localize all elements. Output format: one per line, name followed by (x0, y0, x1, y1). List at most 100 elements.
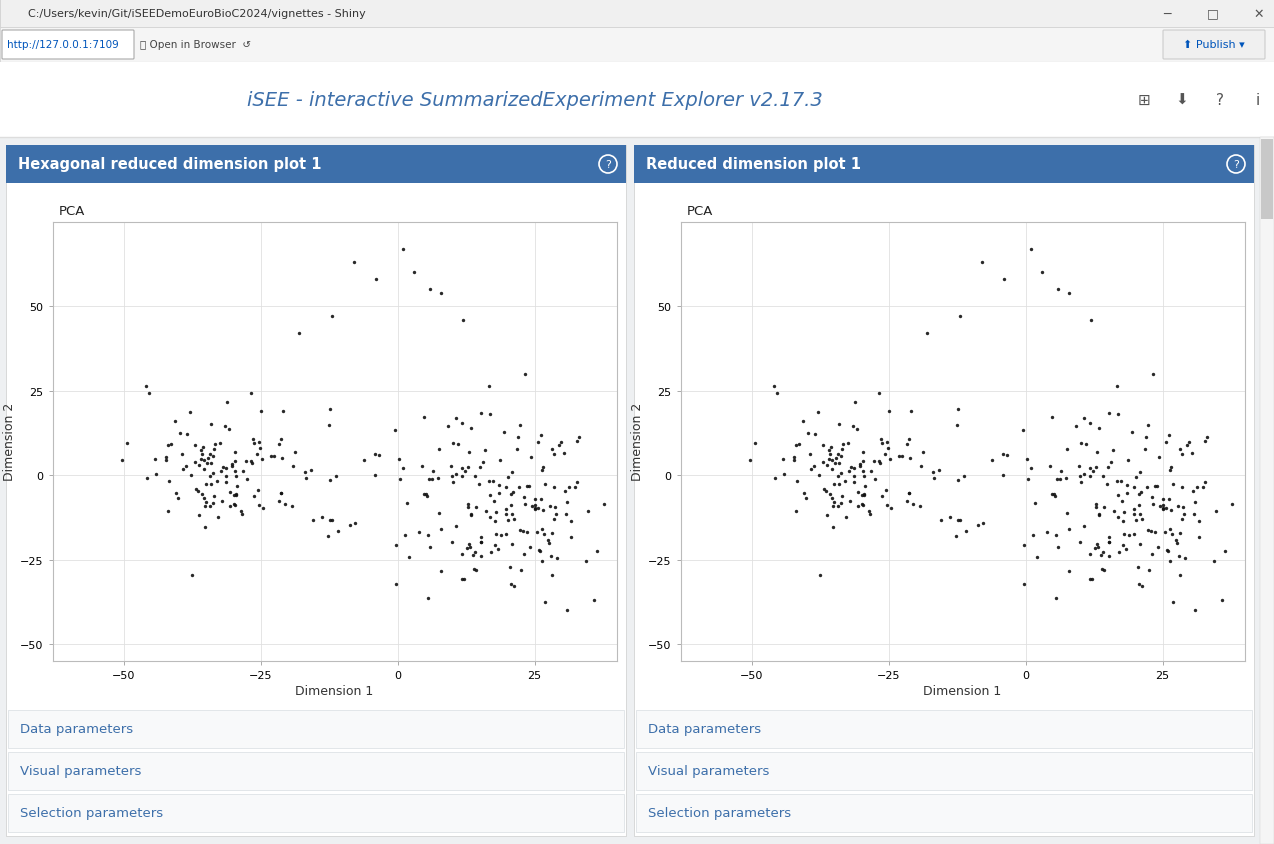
Point (1059, 565, 1079, 578)
Point (837, 437, 857, 451)
Point (243, 433, 264, 446)
Point (1037, 526, 1057, 539)
Point (1089, 422, 1110, 436)
Point (864, 455, 884, 468)
Point (211, 495, 232, 508)
Point (428, 442, 448, 456)
Point (1162, 477, 1182, 490)
Point (805, 427, 826, 441)
Point (953, 470, 973, 484)
Point (828, 469, 848, 483)
Point (203, 467, 223, 480)
Point (1113, 539, 1134, 553)
Point (340, 518, 361, 532)
Text: PCA: PCA (687, 205, 713, 218)
Point (177, 427, 197, 441)
Point (497, 503, 517, 517)
Point (854, 489, 874, 502)
Point (219, 422, 240, 436)
Point (1056, 442, 1077, 456)
Point (155, 454, 176, 468)
Point (225, 446, 246, 460)
Point (414, 411, 434, 425)
Point (475, 444, 496, 457)
Point (510, 524, 530, 538)
Point (801, 463, 822, 477)
Point (544, 513, 564, 527)
Point (498, 471, 519, 484)
Point (903, 497, 924, 511)
Point (1121, 425, 1142, 439)
Point (1089, 507, 1110, 521)
Point (466, 501, 487, 515)
Point (275, 497, 296, 511)
Point (948, 403, 968, 416)
Point (544, 448, 564, 462)
Point (1166, 533, 1186, 547)
Point (798, 427, 818, 441)
Point (543, 569, 563, 582)
Point (833, 438, 854, 452)
FancyBboxPatch shape (3, 31, 134, 60)
X-axis label: Dimension 1: Dimension 1 (924, 684, 1001, 697)
Point (224, 464, 245, 478)
Point (1133, 580, 1153, 593)
Point (465, 469, 485, 483)
Point (879, 453, 899, 467)
Point (612, 494, 632, 507)
Point (192, 447, 213, 461)
Point (446, 412, 466, 425)
Text: Visual parameters: Visual parameters (648, 765, 769, 777)
Point (1069, 460, 1089, 473)
Point (1088, 540, 1108, 554)
Point (820, 447, 841, 461)
Point (843, 475, 864, 489)
Point (533, 461, 553, 474)
Point (901, 452, 921, 465)
Point (1205, 505, 1226, 518)
Point (455, 464, 475, 478)
Point (1138, 419, 1158, 432)
Point (501, 577, 521, 591)
Point (460, 540, 480, 554)
Point (205, 438, 225, 452)
Point (196, 495, 217, 509)
Point (852, 454, 873, 468)
Point (814, 483, 834, 496)
Point (852, 498, 873, 511)
Point (843, 462, 864, 475)
Point (1080, 573, 1101, 587)
Point (459, 497, 479, 511)
Text: ⬆ Publish ▾: ⬆ Publish ▾ (1184, 41, 1245, 51)
Bar (6, 146, 626, 184)
Point (454, 313, 474, 327)
Point (116, 437, 136, 451)
Point (502, 465, 522, 479)
Point (155, 451, 176, 464)
Point (1110, 545, 1130, 559)
Point (431, 522, 451, 536)
Point (192, 441, 213, 454)
Bar (0, 0, 1274, 28)
Point (1023, 529, 1043, 543)
Point (136, 379, 157, 392)
Point (252, 453, 273, 467)
Point (530, 493, 550, 506)
Point (189, 459, 209, 473)
Point (1126, 513, 1147, 527)
Point (236, 455, 256, 468)
Point (225, 488, 246, 501)
Point (452, 469, 473, 483)
Point (1159, 523, 1180, 537)
Point (1108, 489, 1129, 502)
Point (419, 473, 440, 486)
Point (869, 387, 889, 400)
Text: C:/Users/kevin/Git/iSEEDemoEuroBioC2024/vignettes - Shiny: C:/Users/kevin/Git/iSEEDemoEuroBioC2024/… (28, 9, 366, 19)
Point (910, 500, 930, 513)
Point (889, 450, 910, 463)
Point (443, 436, 464, 450)
Point (431, 286, 451, 300)
Point (438, 420, 459, 434)
Point (513, 548, 534, 561)
Point (1116, 543, 1136, 556)
